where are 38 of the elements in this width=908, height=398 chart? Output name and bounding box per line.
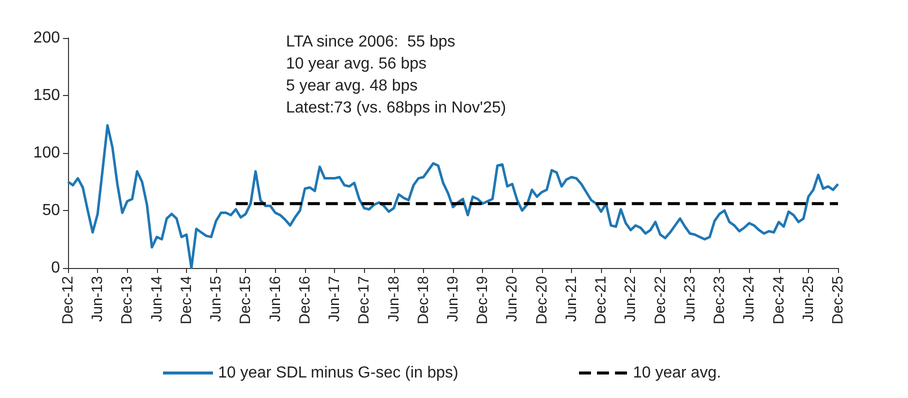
legend-label: 10 year avg. <box>632 364 722 382</box>
annotation: LTA since 2006: 55 bps <box>286 34 456 50</box>
x-tick-label: Jun-14 <box>148 276 166 322</box>
annotation: 10 year avg. 56 bps <box>286 56 427 72</box>
x-tick-label: Dec-14 <box>178 276 195 324</box>
x-tick-label: Jun-23 <box>681 276 698 322</box>
x-tick-label: Dec-18 <box>414 276 432 324</box>
x-tick-label: Dec-21 <box>592 276 610 324</box>
x-tick-label: Jun-25 <box>800 276 817 322</box>
y-tick-label: 200 <box>33 30 60 46</box>
x-tick-label: Dec-23 <box>711 276 728 324</box>
x-tick-label: Dec-20 <box>533 276 550 324</box>
x-tick-label: Dec-19 <box>474 276 492 324</box>
x-tick-label: Dec-22 <box>652 276 669 324</box>
y-tick-label: 150 <box>33 87 60 104</box>
y-tick-label: 100 <box>33 144 60 162</box>
x-tick-label: Jun-19 <box>444 276 462 322</box>
x-tick-label: Jun-24 <box>740 276 758 322</box>
y-tick-label: 0 <box>51 260 60 276</box>
x-tick-label: Jun-15 <box>208 276 225 322</box>
x-tick-label: Dec-12 <box>60 276 76 324</box>
x-tick-label: Jun-21 <box>562 276 580 322</box>
x-tick-label: Jun-17 <box>326 276 344 322</box>
x-tick-label: Jun-13 <box>89 276 106 322</box>
x-tick-label: Jun-22 <box>622 276 640 322</box>
legend-label: 10 year SDL minus G-sec (in bps) <box>218 364 458 382</box>
y-tick-label: 50 <box>42 202 60 219</box>
x-tick-label: Jun-18 <box>385 276 402 322</box>
annotation: Latest:73 (vs. 68bps in Nov'25) <box>286 100 506 116</box>
x-tick-label: Dec-15 <box>237 276 254 324</box>
x-tick-label: Dec-24 <box>770 276 788 324</box>
x-tick-label: Jun-20 <box>504 276 521 322</box>
x-tick-label: Dec-16 <box>296 276 314 324</box>
x-tick-label: Dec-25 <box>830 276 846 324</box>
annotation: 5 year avg. 48 bps <box>286 78 418 94</box>
x-tick-label: Dec-17 <box>356 276 373 324</box>
x-tick-label: Dec-13 <box>118 276 136 324</box>
x-tick-label: Jun-16 <box>266 276 284 322</box>
